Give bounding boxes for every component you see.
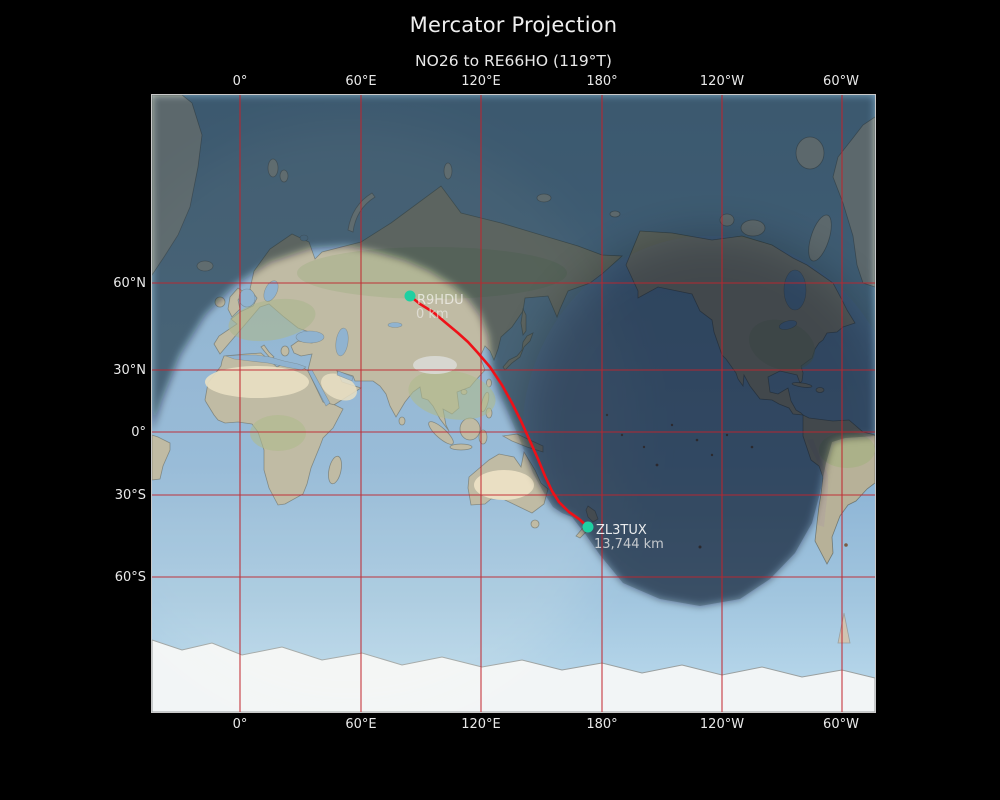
bottom-tick-0: 0° <box>232 717 248 732</box>
left-tick-60n: 60°N <box>113 276 146 291</box>
top-tick-0: 0° <box>232 74 248 89</box>
graticule <box>152 95 875 712</box>
bottom-tick-60e: 60°E <box>345 717 377 732</box>
destination-marker[interactable] <box>582 521 594 533</box>
route-subtitle: NO26 to RE66HO (119°T) <box>415 52 612 70</box>
left-tick-30n: 30°N <box>113 363 146 378</box>
bottom-tick-120e: 120°E <box>461 717 501 732</box>
top-tick-120w: 120°W <box>699 74 745 89</box>
great-circle-path <box>408 294 590 529</box>
top-tick-120e: 120°E <box>461 74 501 89</box>
top-tick-60e: 60°E <box>345 74 377 89</box>
antarctic-peninsula <box>837 612 851 644</box>
origin-marker[interactable] <box>404 290 416 302</box>
top-tick-180: 180° <box>586 74 618 89</box>
page-title: Mercator Projection <box>409 13 618 37</box>
top-tick-60w: 60°W <box>823 74 859 89</box>
destination-callsign-label: ZL3TUX <box>596 523 647 538</box>
map-canvas[interactable] <box>72 94 876 725</box>
bottom-tick-120w: 120°W <box>699 717 745 732</box>
origin-distance-label: 0 km <box>416 307 449 322</box>
left-tick-30s: 30°S <box>114 488 146 503</box>
andes <box>807 439 828 527</box>
bottom-tick-60w: 60°W <box>823 717 859 732</box>
left-tick-eq: 0° <box>131 425 146 440</box>
destination-distance-label: 13,744 km <box>594 537 664 552</box>
left-tick-60s: 60°S <box>114 570 146 585</box>
world-map-svg <box>72 94 876 725</box>
origin-callsign-label: R9HDU <box>417 293 464 308</box>
bottom-tick-180: 180° <box>586 717 618 732</box>
